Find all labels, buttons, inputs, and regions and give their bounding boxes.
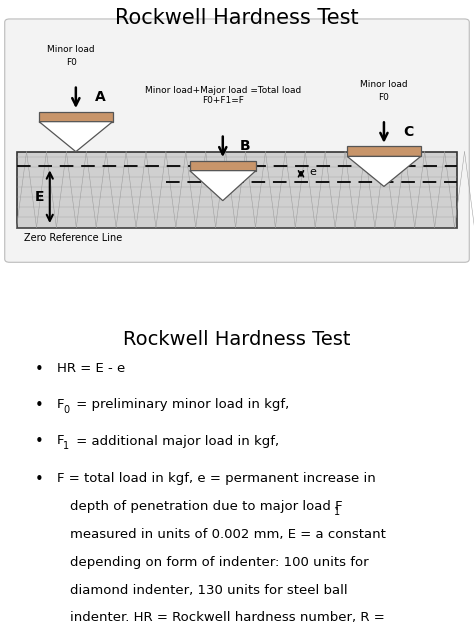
Polygon shape: [347, 156, 421, 186]
Bar: [39, 111, 113, 121]
Text: F: F: [56, 398, 64, 411]
Text: 1: 1: [334, 507, 340, 517]
Text: e: e: [310, 167, 317, 177]
FancyBboxPatch shape: [5, 19, 469, 262]
Text: = preliminary minor load in kgf,: = preliminary minor load in kgf,: [72, 398, 289, 411]
Text: F = total load in kgf, e = permanent increase in: F = total load in kgf, e = permanent inc…: [56, 473, 375, 485]
Text: F0: F0: [66, 58, 76, 67]
Text: Rockwell Hardness Test: Rockwell Hardness Test: [123, 330, 351, 349]
Text: depending on form of indenter: 100 units for: depending on form of indenter: 100 units…: [70, 556, 369, 569]
Text: Minor load+Major load =Total load
F0+F1=F: Minor load+Major load =Total load F0+F1=…: [145, 86, 301, 106]
Text: E: E: [35, 190, 44, 204]
Text: C: C: [403, 125, 414, 139]
Text: A: A: [95, 90, 106, 104]
Text: indenter. HR = Rockwell hardness number, R =: indenter. HR = Rockwell hardness number,…: [70, 612, 385, 624]
Text: HR = E - e: HR = E - e: [56, 362, 125, 375]
Text: •: •: [34, 473, 43, 487]
Text: F: F: [56, 435, 64, 447]
Text: 1: 1: [63, 441, 69, 451]
Text: Rockwell Hardness Test: Rockwell Hardness Test: [115, 8, 359, 28]
Text: = additional major load in kgf,: = additional major load in kgf,: [72, 435, 279, 447]
Bar: [17, 152, 457, 228]
Text: Minor load: Minor load: [360, 80, 408, 89]
Text: Zero Reference Line: Zero Reference Line: [24, 233, 122, 243]
Text: •: •: [34, 398, 43, 413]
Polygon shape: [39, 121, 113, 152]
Text: 0: 0: [63, 405, 69, 415]
Bar: [190, 161, 256, 171]
Text: Minor load: Minor load: [47, 46, 95, 54]
Text: measured in units of 0.002 mm, E = a constant: measured in units of 0.002 mm, E = a con…: [70, 528, 386, 541]
Bar: [347, 146, 421, 156]
Text: diamond indenter, 130 units for steel ball: diamond indenter, 130 units for steel ba…: [70, 584, 347, 597]
Text: depth of penetration due to major load F: depth of penetration due to major load F: [70, 501, 343, 513]
Text: F0: F0: [379, 93, 389, 102]
Text: •: •: [34, 362, 43, 377]
Text: •: •: [34, 435, 43, 449]
Text: B: B: [240, 139, 251, 154]
Polygon shape: [190, 171, 256, 201]
